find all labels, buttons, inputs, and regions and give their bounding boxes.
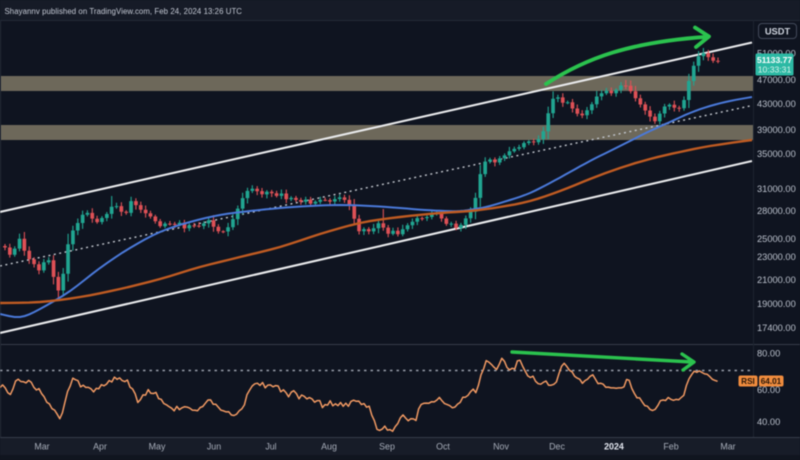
svg-text:60.00: 60.00 xyxy=(757,385,780,395)
svg-text:Apr: Apr xyxy=(93,442,107,452)
svg-text:10:33:31: 10:33:31 xyxy=(758,65,792,75)
svg-text:Shayannv published on TradingV: Shayannv published on TradingView.com, F… xyxy=(5,7,243,16)
svg-text:23000.00: 23000.00 xyxy=(757,252,796,262)
svg-text:Aug: Aug xyxy=(321,442,337,452)
svg-text:51133.77: 51133.77 xyxy=(757,55,793,65)
svg-text:19000.00: 19000.00 xyxy=(757,299,796,309)
svg-text:2024: 2024 xyxy=(604,442,624,452)
svg-text:40.00: 40.00 xyxy=(757,417,780,427)
svg-text:Jul: Jul xyxy=(265,442,276,452)
svg-text:Sep: Sep xyxy=(379,442,395,452)
svg-text:Mar: Mar xyxy=(34,442,49,452)
svg-text:39000.00: 39000.00 xyxy=(757,125,796,135)
svg-text:Dec: Dec xyxy=(549,442,565,452)
svg-text:43000.00: 43000.00 xyxy=(757,99,796,109)
svg-text:64.01: 64.01 xyxy=(761,377,782,386)
svg-text:47000.00: 47000.00 xyxy=(757,75,796,85)
svg-text:USDT: USDT xyxy=(765,27,791,37)
svg-text:May: May xyxy=(149,442,166,452)
svg-text:31000.00: 31000.00 xyxy=(757,184,796,194)
svg-text:21000.00: 21000.00 xyxy=(757,275,796,285)
svg-text:17400.00: 17400.00 xyxy=(757,323,796,333)
svg-text:Mar: Mar xyxy=(720,442,735,452)
svg-text:25000.00: 25000.00 xyxy=(757,234,796,244)
svg-text:Nov: Nov xyxy=(493,442,509,452)
svg-text:28000.00: 28000.00 xyxy=(757,206,796,216)
svg-text:80.00: 80.00 xyxy=(757,349,780,359)
svg-text:Oct: Oct xyxy=(436,442,450,452)
svg-text:Jun: Jun xyxy=(207,442,221,452)
svg-text:35000.00: 35000.00 xyxy=(757,149,796,159)
svg-text:RSI: RSI xyxy=(741,377,755,386)
svg-text:Feb: Feb xyxy=(663,442,678,452)
